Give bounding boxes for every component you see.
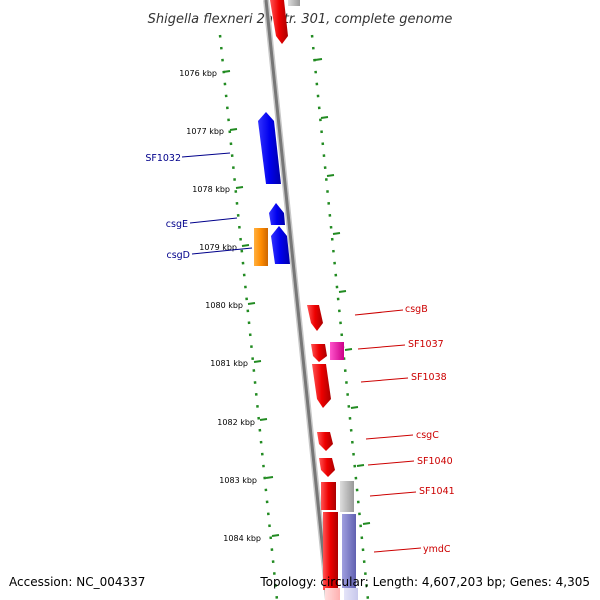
- tick-label-1082: 1082 kbp: [217, 418, 255, 427]
- leader-csgb: [354, 309, 404, 316]
- leader-ymdc: [373, 547, 422, 553]
- genome-summary-text: Topology: circular; Length: 4,607,203 bp…: [259, 575, 590, 589]
- gene-label-csge[interactable]: csgE: [166, 219, 188, 230]
- accession-text: Accession: NC_004337: [9, 575, 145, 589]
- leader-csgd: [191, 247, 253, 255]
- gene-sf1038[interactable]: [312, 364, 331, 408]
- tick-label-1080: 1080 kbp: [205, 301, 243, 310]
- gene-label-csgc[interactable]: csgC: [416, 430, 439, 441]
- genome-backbone-core: [264, 0, 330, 600]
- gene-csgb[interactable]: [307, 305, 323, 331]
- gene-ymdc-lightblue[interactable]: [342, 514, 356, 588]
- gene-top-grey[interactable]: [288, 0, 300, 6]
- gene-ymdc-red[interactable]: [323, 512, 338, 590]
- leader-sf1037: [357, 344, 406, 350]
- tick-label-1077: 1077 kbp: [186, 127, 224, 136]
- gene-sf1041-red[interactable]: [321, 482, 336, 510]
- gene-csgd[interactable]: [271, 226, 290, 264]
- gene-orange[interactable]: [254, 228, 268, 266]
- gene-sf1040[interactable]: [319, 458, 335, 477]
- tick-label-1078: 1078 kbp: [192, 185, 230, 194]
- gene-label-sf1032[interactable]: SF1032: [145, 153, 181, 164]
- leader-csge: [189, 217, 238, 224]
- gene-bottom-pink[interactable]: [325, 588, 340, 600]
- gene-csgc[interactable]: [317, 432, 333, 451]
- gene-sf1041-grey[interactable]: [340, 481, 354, 512]
- gene-label-sf1038[interactable]: SF1038: [411, 372, 447, 383]
- gene-label-ymdc[interactable]: ymdC: [423, 544, 451, 555]
- gene-label-sf1040[interactable]: SF1040: [417, 456, 453, 467]
- gene-sf1037[interactable]: [311, 344, 327, 362]
- gene-label-sf1037[interactable]: SF1037: [408, 339, 444, 350]
- leader-sf1041: [369, 491, 417, 497]
- tick-label-1076: 1076 kbp: [179, 69, 217, 78]
- map-title: Shigella flexneri 2a str. 301, complete …: [148, 12, 453, 27]
- leader-sf1040: [367, 460, 415, 466]
- gene-label-csgd[interactable]: csgD: [166, 250, 190, 261]
- gene-label-csgb[interactable]: csgB: [405, 304, 428, 315]
- gene-csge[interactable]: [269, 203, 285, 225]
- leader-sf1038: [360, 377, 409, 383]
- right-major-ticks: [314, 58, 371, 525]
- tick-label-1083: 1083 kbp: [219, 476, 257, 485]
- gene-bottom-lavender[interactable]: [344, 588, 358, 600]
- tick-label-1081: 1081 kbp: [210, 359, 248, 368]
- tick-label-1084: 1084 kbp: [223, 534, 261, 543]
- left-major-ticks: [222, 70, 280, 537]
- gene-sf1032[interactable]: [258, 112, 281, 184]
- gene-top-red[interactable]: [270, 0, 288, 44]
- leader-csgc: [365, 434, 414, 440]
- gene-label-sf1041[interactable]: SF1041: [419, 486, 455, 497]
- tick-label-1079: 1079 kbp: [199, 243, 237, 252]
- leader-sf1032: [181, 152, 231, 158]
- gene-sf1037-magenta[interactable]: [330, 342, 344, 360]
